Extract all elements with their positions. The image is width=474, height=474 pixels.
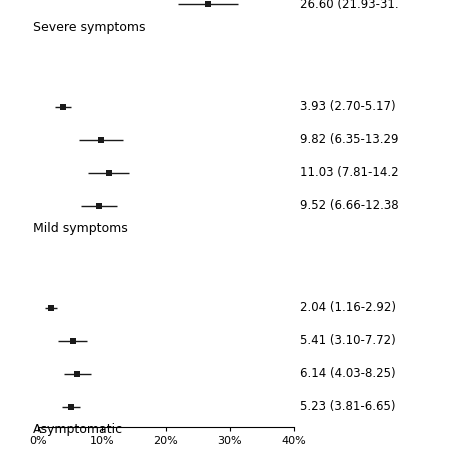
Text: Severe symptoms: Severe symptoms (33, 21, 146, 34)
Text: 3.93 (2.70-5.17): 3.93 (2.70-5.17) (301, 100, 396, 113)
Text: 9.82 (6.35-13.29: 9.82 (6.35-13.29 (301, 133, 399, 146)
Text: 5.41 (3.10-7.72): 5.41 (3.10-7.72) (301, 334, 396, 347)
Text: Asymptomatic: Asymptomatic (33, 423, 123, 437)
Text: 11.03 (7.81-14.2: 11.03 (7.81-14.2 (301, 166, 399, 179)
Text: 9.52 (6.66-12.38: 9.52 (6.66-12.38 (301, 199, 399, 212)
Text: 5.23 (3.81-6.65): 5.23 (3.81-6.65) (301, 401, 396, 413)
Text: 6.14 (4.03-8.25): 6.14 (4.03-8.25) (301, 367, 396, 380)
Text: 26.60 (21.93-31.: 26.60 (21.93-31. (301, 0, 399, 11)
Text: Mild symptoms: Mild symptoms (33, 222, 128, 235)
Text: 2.04 (1.16-2.92): 2.04 (1.16-2.92) (301, 301, 396, 314)
